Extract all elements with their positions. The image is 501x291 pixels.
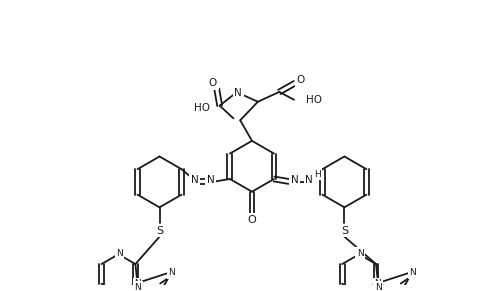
Text: H: H bbox=[314, 170, 321, 179]
Text: N: N bbox=[375, 279, 381, 288]
Text: O: O bbox=[247, 215, 257, 225]
Text: N: N bbox=[134, 279, 141, 288]
Text: O: O bbox=[209, 78, 217, 88]
Text: N: N bbox=[305, 175, 313, 185]
Text: S: S bbox=[341, 226, 348, 236]
Text: O: O bbox=[297, 75, 305, 85]
Text: N: N bbox=[357, 249, 363, 258]
Text: N: N bbox=[375, 283, 382, 291]
Text: N: N bbox=[116, 249, 123, 258]
Text: N: N bbox=[234, 88, 242, 98]
Text: N: N bbox=[291, 175, 299, 185]
Text: HO: HO bbox=[306, 95, 322, 105]
Text: S: S bbox=[156, 226, 163, 236]
Text: N: N bbox=[134, 283, 141, 291]
Text: N: N bbox=[409, 268, 416, 277]
Text: HO: HO bbox=[194, 103, 210, 113]
Text: N: N bbox=[168, 268, 175, 277]
Text: N: N bbox=[191, 175, 198, 185]
Text: N: N bbox=[206, 175, 214, 185]
